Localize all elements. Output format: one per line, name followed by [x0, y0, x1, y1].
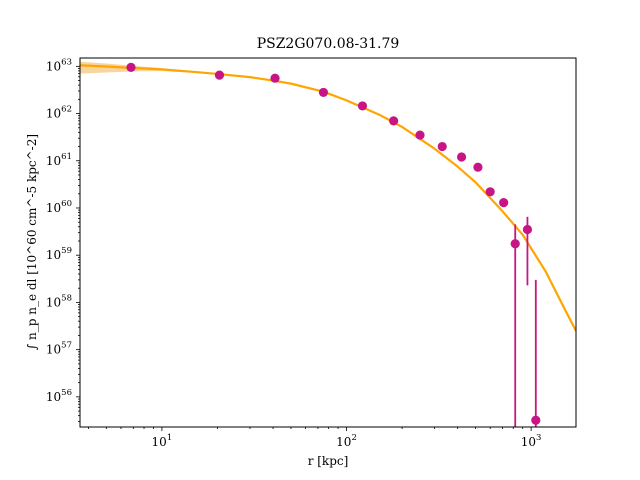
- y-axis-label: ∫ n_p n_e dl [10^60 cm^-5 kpc^-2]: [25, 134, 39, 350]
- y-tick-label-1: 1057: [46, 341, 72, 357]
- model-line: [80, 64, 576, 332]
- data-point-6: [415, 130, 425, 140]
- data-point-14: [531, 415, 541, 425]
- y-tick-label-3: 1059: [46, 246, 72, 262]
- data-point-9: [473, 162, 483, 172]
- data-point-8: [456, 152, 467, 162]
- data-point-12: [510, 239, 520, 249]
- data-point-7: [437, 141, 447, 152]
- axis-ticks: 101 102 103 1056 1057 1058 1059 1060 1061 1062 106…: [46, 57, 542, 449]
- data-point-4: [357, 101, 368, 111]
- y-tick-label-2: 1058: [46, 293, 72, 309]
- data-point-13: [522, 224, 533, 235]
- y-tick-label-4: 1060: [46, 199, 72, 215]
- x-tick-label-2: 103: [521, 433, 542, 449]
- data-point-3: [318, 87, 329, 98]
- y-tick-label-0: 1056: [46, 388, 72, 404]
- plot-frame: [79, 57, 577, 428]
- y-tick-label-7: 1063: [46, 57, 72, 73]
- y-tick-label-5: 1061: [46, 152, 72, 168]
- x-tick-label-1: 102: [336, 433, 357, 449]
- data-point-5: [389, 116, 399, 126]
- data-point-0: [126, 62, 136, 72]
- data-point-1: [214, 70, 225, 80]
- x-tick-label-0: 101: [152, 433, 173, 449]
- y-tick-label-6: 1062: [46, 105, 72, 121]
- plot-area: [80, 61, 576, 427]
- x-axis-label: r [kpc]: [308, 454, 349, 468]
- model-band: [80, 61, 576, 332]
- data-point-2: [270, 73, 280, 83]
- data-point-10: [485, 187, 495, 197]
- chart-title: PSZ2G070.08-31.79: [257, 36, 400, 52]
- data-point-11: [499, 197, 509, 208]
